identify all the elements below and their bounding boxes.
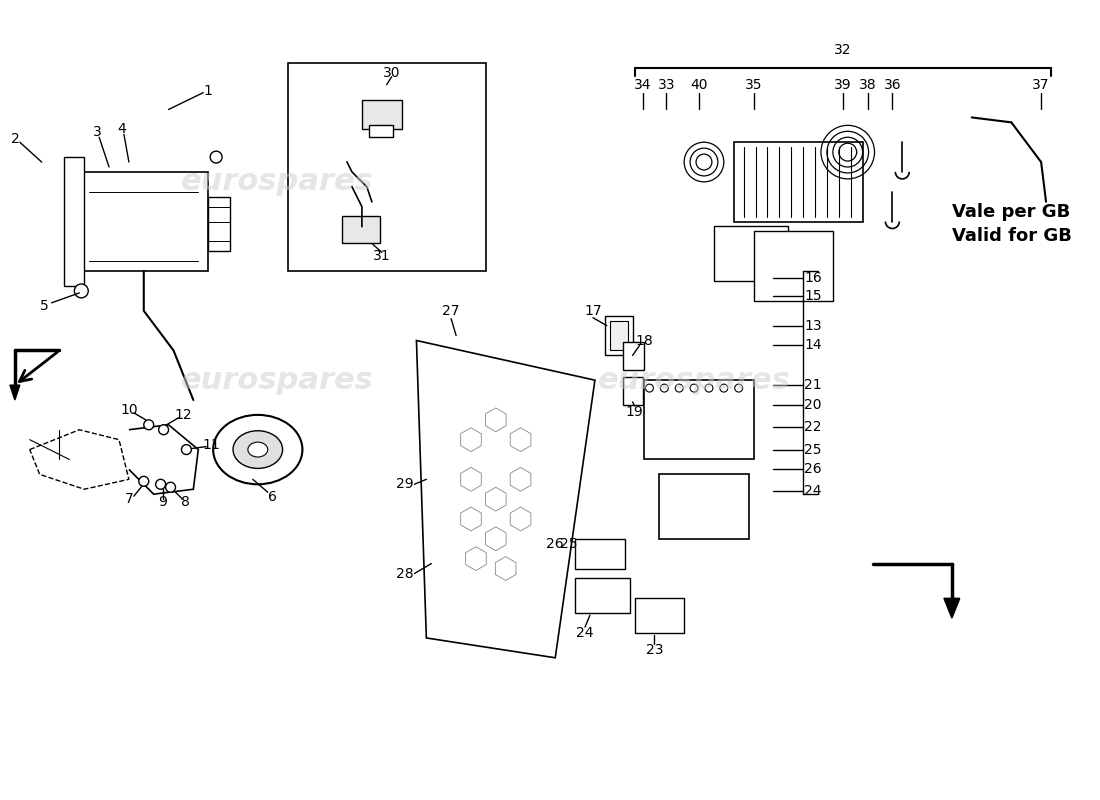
Text: 35: 35 [745, 78, 762, 92]
Circle shape [166, 482, 176, 492]
Text: 37: 37 [1032, 78, 1049, 92]
Text: 26: 26 [804, 462, 822, 477]
Text: 13: 13 [804, 318, 822, 333]
Bar [623, 377, 642, 405]
Bar [609, 321, 628, 350]
Bar [65, 157, 85, 286]
Ellipse shape [233, 430, 283, 469]
Bar [208, 197, 230, 251]
Text: 18: 18 [636, 334, 653, 347]
Circle shape [182, 445, 191, 454]
Bar [659, 474, 749, 539]
Text: 3: 3 [92, 126, 101, 139]
Bar [754, 231, 833, 301]
Bar [362, 99, 402, 130]
Text: 8: 8 [182, 495, 190, 509]
Text: 21: 21 [804, 378, 822, 392]
Text: 34: 34 [634, 78, 651, 92]
Text: 38: 38 [859, 78, 877, 92]
Text: 16: 16 [804, 271, 822, 285]
Bar [287, 63, 486, 271]
Bar [575, 539, 625, 569]
Text: 24: 24 [576, 626, 594, 640]
Text: 20: 20 [804, 398, 822, 412]
Text: 12: 12 [175, 408, 192, 422]
Circle shape [139, 476, 148, 486]
Circle shape [158, 425, 168, 434]
Bar [575, 578, 629, 613]
Text: 31: 31 [373, 250, 390, 263]
Circle shape [660, 384, 669, 392]
Text: 33: 33 [658, 78, 675, 92]
Bar [368, 126, 393, 138]
Text: 7: 7 [124, 492, 133, 506]
Text: 2: 2 [11, 132, 20, 146]
Text: 4: 4 [118, 122, 127, 136]
Ellipse shape [213, 415, 302, 484]
Circle shape [705, 384, 713, 392]
Text: 39: 39 [834, 78, 851, 92]
Bar [635, 598, 684, 633]
Circle shape [210, 151, 222, 163]
Bar [714, 226, 789, 281]
Bar [623, 342, 645, 370]
Text: 11: 11 [202, 438, 220, 452]
Text: eurospares: eurospares [597, 366, 791, 394]
Text: 19: 19 [626, 405, 644, 419]
Text: 25: 25 [560, 537, 578, 550]
Text: 29: 29 [396, 478, 414, 491]
Text: 36: 36 [883, 78, 901, 92]
Text: 6: 6 [268, 490, 277, 504]
Text: 26: 26 [547, 537, 564, 550]
Bar [342, 215, 380, 243]
Text: eurospares: eurospares [182, 366, 374, 394]
Text: Vale per GB: Vale per GB [952, 202, 1070, 221]
Circle shape [144, 420, 154, 430]
Text: Valid for GB: Valid for GB [952, 227, 1071, 246]
Text: 17: 17 [584, 304, 602, 318]
Circle shape [690, 384, 698, 392]
Text: 10: 10 [120, 403, 138, 417]
Ellipse shape [248, 442, 267, 457]
Text: eurospares: eurospares [182, 167, 374, 196]
Circle shape [735, 384, 743, 392]
Text: 40: 40 [691, 78, 707, 92]
Text: 22: 22 [804, 420, 822, 434]
Text: 32: 32 [834, 43, 851, 57]
Text: 23: 23 [646, 643, 663, 657]
Bar [645, 380, 754, 459]
Bar [79, 172, 208, 271]
Text: 24: 24 [804, 484, 822, 498]
Circle shape [675, 384, 683, 392]
Bar [605, 316, 632, 355]
Text: 5: 5 [41, 299, 50, 313]
Text: 27: 27 [442, 304, 460, 318]
Text: 15: 15 [804, 289, 822, 303]
Circle shape [156, 479, 166, 490]
Text: 25: 25 [804, 442, 822, 457]
Text: 14: 14 [804, 338, 822, 353]
Circle shape [75, 284, 88, 298]
Text: 28: 28 [396, 566, 414, 581]
Text: 1: 1 [204, 84, 212, 98]
Text: 9: 9 [158, 495, 167, 509]
Polygon shape [944, 598, 960, 618]
Text: 30: 30 [383, 66, 400, 80]
Bar [734, 142, 862, 222]
Circle shape [719, 384, 728, 392]
Circle shape [646, 384, 653, 392]
Polygon shape [10, 385, 20, 400]
Polygon shape [417, 341, 595, 658]
